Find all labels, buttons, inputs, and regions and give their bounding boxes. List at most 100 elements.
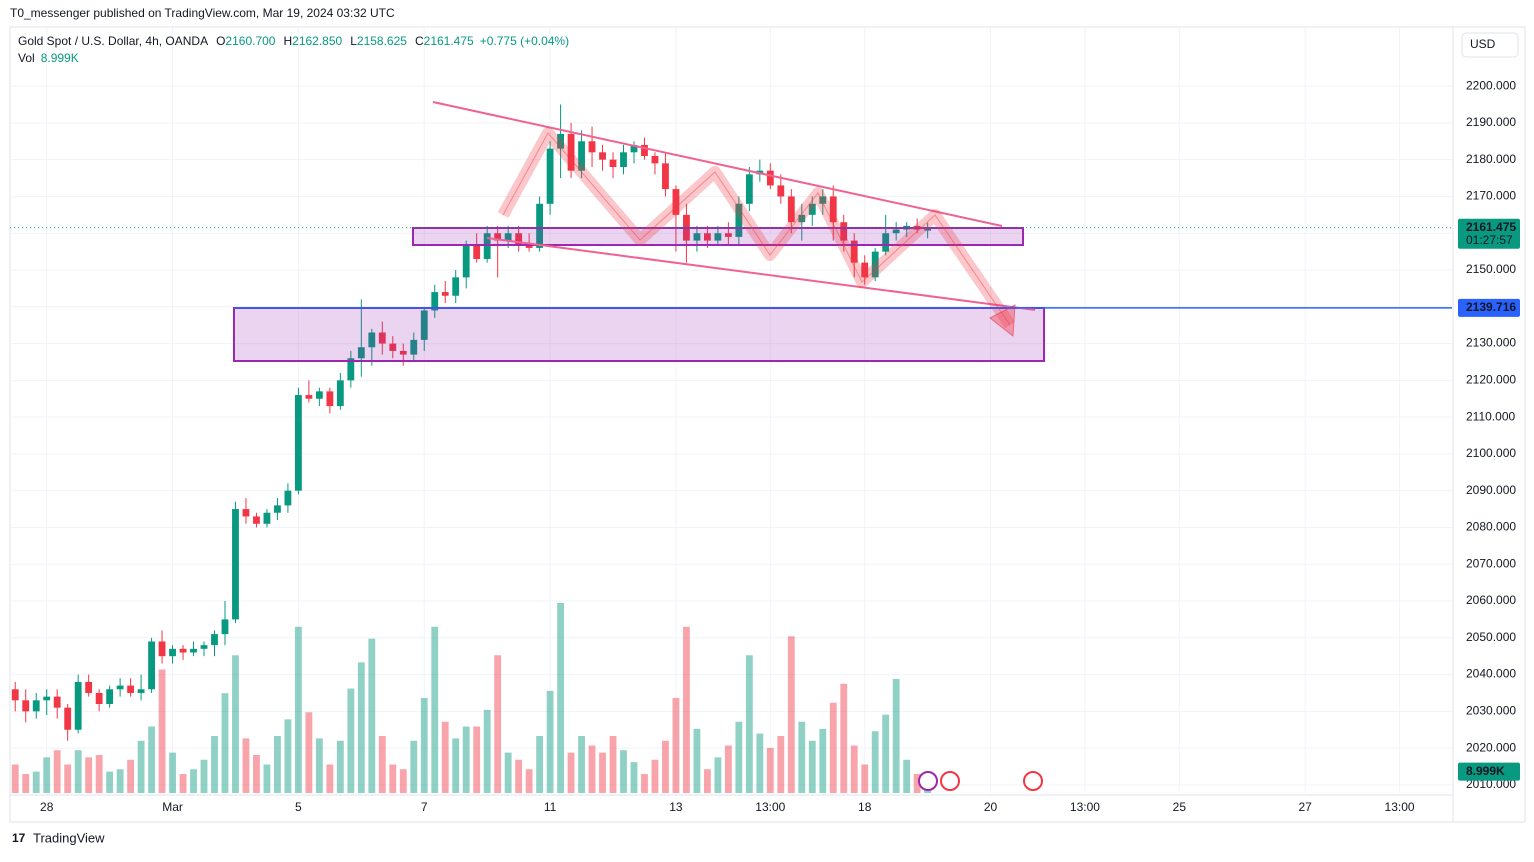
volume-bar bbox=[641, 774, 648, 793]
path-arrows-outline bbox=[502, 132, 1011, 326]
y-tick-label: 2110.000 bbox=[1466, 409, 1515, 423]
candle-body bbox=[85, 681, 93, 693]
volume-bar bbox=[494, 655, 502, 793]
candle-body bbox=[473, 244, 481, 259]
channel-top bbox=[432, 101, 1003, 227]
y-tick-label: 2090.000 bbox=[1466, 483, 1516, 497]
volume-bar bbox=[903, 759, 911, 793]
volume-bar bbox=[892, 679, 900, 793]
currency-button[interactable] bbox=[1461, 32, 1519, 58]
candle-body bbox=[483, 233, 491, 259]
volume-bar bbox=[11, 764, 19, 793]
volume-bar bbox=[190, 769, 197, 793]
volume-bar bbox=[263, 764, 271, 793]
last-price-badge bbox=[1458, 218, 1520, 249]
x-tick-label: 25 bbox=[1173, 800, 1187, 814]
x-tick-label: 13:00 bbox=[755, 800, 785, 814]
x-tick-label: Mar bbox=[162, 800, 183, 814]
legend-key: L bbox=[350, 34, 357, 48]
volume-bar bbox=[536, 736, 544, 793]
volume-bar bbox=[211, 736, 218, 793]
candle-body bbox=[557, 133, 564, 149]
volume-bar bbox=[347, 688, 355, 793]
volume-bar bbox=[504, 752, 512, 793]
volume-bar bbox=[242, 738, 250, 793]
event-icon[interactable] bbox=[1023, 771, 1043, 791]
candle-body bbox=[32, 700, 40, 712]
candle-body bbox=[662, 163, 669, 190]
candle-body bbox=[11, 689, 19, 701]
volume-pane bbox=[11, 603, 932, 793]
candle-body bbox=[169, 648, 176, 657]
candle-body bbox=[641, 144, 648, 156]
candle-body bbox=[294, 395, 302, 491]
y-tick-label: 2180.000 bbox=[1466, 152, 1516, 166]
volume-bar bbox=[662, 740, 669, 793]
candle-body bbox=[840, 222, 848, 241]
volume-bar bbox=[483, 709, 491, 793]
x-tick-label: 5 bbox=[295, 800, 302, 814]
candle-body bbox=[336, 380, 344, 407]
volume-bar bbox=[515, 759, 523, 793]
logo-mark: 17 bbox=[12, 831, 26, 845]
candle-body bbox=[53, 696, 61, 708]
volume-bar bbox=[452, 738, 460, 793]
candle-body bbox=[672, 189, 680, 215]
x-tick-label: 7 bbox=[421, 800, 428, 814]
volume-bar bbox=[399, 769, 407, 793]
legend-key: C bbox=[415, 34, 424, 48]
candle-body bbox=[745, 174, 753, 204]
volume-bar bbox=[274, 736, 281, 793]
candle-body bbox=[211, 634, 218, 646]
candle-body bbox=[819, 196, 827, 204]
candle-body bbox=[777, 185, 785, 197]
y-tick-label: 2150.000 bbox=[1466, 262, 1516, 276]
candle-body bbox=[452, 277, 460, 296]
volume-bar bbox=[913, 774, 921, 793]
candle-body bbox=[137, 689, 145, 693]
legend: Gold Spot / U.S. Dollar, 4h, OANDA O2160.… bbox=[18, 34, 569, 48]
candle-body bbox=[861, 262, 869, 278]
candle-body bbox=[630, 144, 638, 153]
volume-bar bbox=[651, 759, 659, 793]
candle-body bbox=[651, 155, 659, 164]
volume-bar bbox=[861, 764, 869, 793]
volume-bar bbox=[766, 747, 774, 793]
candle-body bbox=[263, 512, 271, 524]
candle-body bbox=[829, 196, 837, 223]
candle-body bbox=[766, 170, 774, 186]
candle-body bbox=[221, 619, 229, 635]
volume-bar bbox=[378, 736, 386, 793]
candle-body bbox=[850, 240, 858, 263]
candle-body bbox=[22, 700, 30, 712]
volume-bar bbox=[368, 638, 376, 793]
candle-body bbox=[305, 395, 313, 399]
candle-body bbox=[724, 233, 732, 237]
volume-bar bbox=[714, 757, 722, 793]
event-icon[interactable] bbox=[918, 771, 938, 791]
volume-bar bbox=[179, 774, 187, 793]
volume-bar bbox=[756, 733, 764, 793]
volume-bar bbox=[735, 721, 743, 793]
event-icon[interactable] bbox=[940, 771, 960, 791]
candle-body bbox=[578, 141, 585, 171]
currency: USD bbox=[1470, 37, 1496, 51]
volume-bar bbox=[441, 721, 449, 793]
candle-body bbox=[588, 141, 596, 153]
published: T0_messenger published on TradingView.co… bbox=[10, 6, 395, 20]
candle-body bbox=[504, 233, 512, 241]
volume-bar bbox=[787, 636, 795, 793]
candle-body bbox=[703, 233, 711, 241]
candle-body bbox=[441, 292, 449, 296]
footer: TradingView bbox=[33, 830, 105, 845]
volume-bar bbox=[431, 626, 439, 793]
candle-body bbox=[232, 509, 239, 620]
volume-badge bbox=[1458, 762, 1520, 781]
y-tick-label: 2050.000 bbox=[1466, 630, 1516, 644]
y-tick-label: 2060.000 bbox=[1466, 593, 1516, 607]
y-tick-label: 2170.000 bbox=[1466, 189, 1516, 203]
candle-body bbox=[179, 648, 187, 653]
volume-bar bbox=[53, 750, 61, 793]
volume-bar bbox=[578, 736, 585, 793]
candle-body bbox=[420, 310, 428, 340]
